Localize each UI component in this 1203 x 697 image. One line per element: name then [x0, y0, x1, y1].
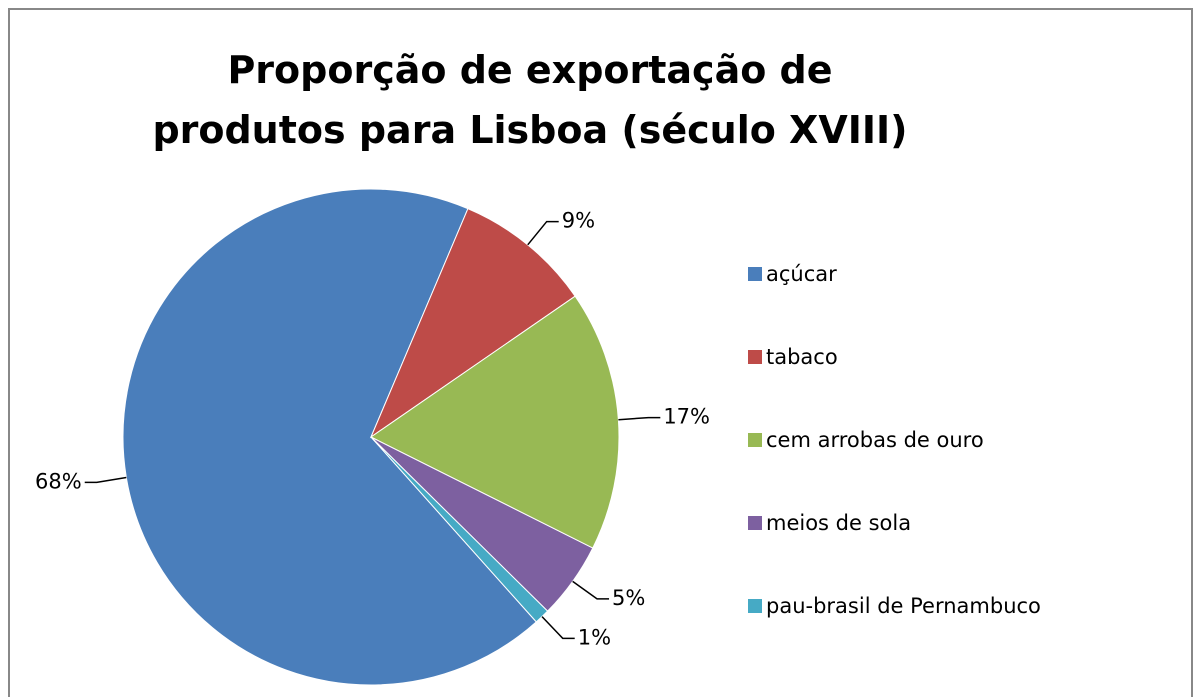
data-label: 68% — [35, 469, 82, 493]
leader-line — [84, 476, 127, 484]
legend-swatch — [748, 599, 762, 613]
data-label: 1% — [578, 625, 611, 649]
chart-title: Proporção de exportação de produtos para… — [152, 48, 908, 152]
legend-swatch — [748, 516, 762, 530]
legend-label: açúcar — [766, 262, 837, 286]
legend-swatch — [748, 433, 762, 447]
pie-slice — [122, 188, 538, 686]
legend-swatch — [748, 267, 762, 281]
pie-slice — [370, 295, 620, 549]
leader-line — [541, 616, 575, 640]
leader-line — [527, 220, 559, 246]
legend-label: pau-brasil de Pernambuco — [766, 594, 1041, 618]
legend-swatch — [748, 350, 762, 364]
legend-label: cem arrobas de ouro — [766, 428, 984, 452]
data-label: 5% — [612, 586, 645, 610]
chart-border — [8, 8, 1193, 697]
pie-slice — [370, 436, 549, 623]
legend-label: meios de sola — [766, 511, 911, 535]
leader-line — [618, 416, 661, 421]
leader-line — [572, 580, 610, 600]
pie-slice — [369, 208, 576, 439]
legend-label: tabaco — [766, 345, 838, 369]
data-label: 9% — [562, 209, 595, 233]
data-label: 17% — [663, 405, 710, 429]
